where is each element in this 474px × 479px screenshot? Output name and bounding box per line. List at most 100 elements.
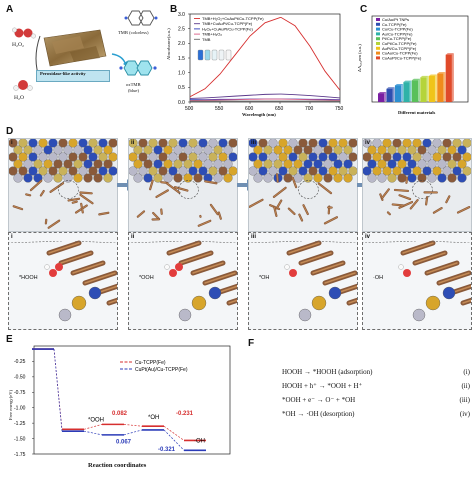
atom [24,174,33,183]
bar [429,76,435,102]
bar [446,55,452,102]
hydrogen-atom [165,265,170,270]
atom [194,174,203,183]
bond-highlight [403,243,433,253]
step-label: iv [365,140,370,146]
bond-highlight [289,209,295,214]
atom [378,174,387,183]
panel-f-label: F [248,338,254,349]
vial-icon [205,50,210,60]
bar-side [393,87,395,102]
structure-render-ii: ii [128,138,238,232]
value-label: -0.231 [176,411,194,417]
bond-highlight [325,273,355,283]
chart-b-xlabel: Wavelength (nm) [242,112,276,117]
chart-e-xlabel: Reaction coordinates [88,462,146,469]
legend-swatch [376,37,380,40]
step-label: i [11,140,13,146]
zoom-circle [412,181,432,199]
atom [299,309,311,321]
bond-highlight [319,184,331,193]
atom [154,174,163,183]
legend-swatch [376,28,380,31]
bond-highlight [156,190,167,197]
zoom-connector [362,230,470,232]
y-tick-label: -1.25 [14,421,26,427]
bond-highlight [169,243,199,253]
vial-icon [219,50,224,60]
atom [44,174,53,183]
bond-highlight [250,200,263,207]
atom [59,309,71,321]
legend-label: TMB [202,37,211,42]
bond-highlight [211,205,218,214]
species-label: *HOOH [19,275,38,281]
atom [334,174,343,183]
atom [428,174,437,183]
step-label: iv [365,234,370,240]
atom [74,174,83,183]
hydrogen-atom [399,265,404,270]
h2o2-label: H₂O₂ [12,42,24,48]
value-label: 0.082 [112,411,128,417]
value-label: 0.067 [116,440,132,446]
y-tick-label: -1.75 [14,452,26,458]
panel-a-label: A [6,4,13,15]
bar-side [401,84,403,102]
bond-highlight [439,273,469,283]
atom [54,174,63,183]
atom [209,287,221,299]
hydrogen-atom [45,265,50,270]
panel-d-label: D [6,126,13,137]
atom [413,309,425,321]
oxygen-atom [49,269,57,277]
equation-text: *OOH + e⁻ → O⁻ + *OH [282,396,355,404]
atom [368,174,377,183]
zoom-connector [128,230,236,232]
atom [458,174,467,183]
bond-highlight [382,189,389,198]
atom [448,174,457,183]
legend-swatch [376,52,380,55]
chart-c-xlabel: Different materials [398,110,435,115]
oxygen-atom [403,269,411,277]
chart-b-ylabel: Absorbance(a.u.) [166,28,171,60]
h2o-label: H₂O [14,95,24,101]
y-tick-label: -1.50 [14,436,26,442]
zoom-render-iv: iv·OH [362,232,472,330]
equation-row: *OOH + e⁻ → O⁻ + *OH (iii) [282,396,470,404]
bar [386,89,392,102]
tmb-label: TMB (colorless) [118,30,149,35]
species-label: *OH [259,275,269,281]
tmb-molecule-icon [124,8,158,28]
oxygen-atom [169,269,177,277]
step-label: i [11,234,13,240]
equation-row: HOOH → *HOOH (adsorption) (i) [282,368,470,376]
atom [314,174,323,183]
structure-render-i: i [8,138,118,232]
zoom-render-i: i *HOOH [8,232,118,330]
atom [388,174,397,183]
equation-text: HOOH + h⁺ → *OOH + H⁺ [282,382,362,390]
chart-e-ylabel: Free energy(eV) [8,390,13,420]
bond-highlight [31,181,41,190]
bond-highlight [427,263,457,273]
x-tick-label: 650 [275,106,284,112]
y-tick-label: 2.0 [178,41,185,47]
legend-swatch [376,47,380,50]
bond-highlight [205,273,235,283]
atom [284,174,293,183]
bond-highlight [289,243,319,253]
atom [312,296,326,310]
y-tick-label: 2.5 [178,26,185,32]
oxtmb-label: oxTMB [126,82,141,87]
chart-e: -0.25-0.50-0.75-1.00-1.25-1.50-1.75*OOH*… [0,334,240,474]
bond-highlight [274,188,286,197]
atom [134,174,143,183]
species-label: *OOH [139,275,154,281]
equation-number: (iii) [460,396,471,404]
zoom-connector [248,230,356,232]
bond-highlight [434,208,442,213]
atom [14,174,23,183]
